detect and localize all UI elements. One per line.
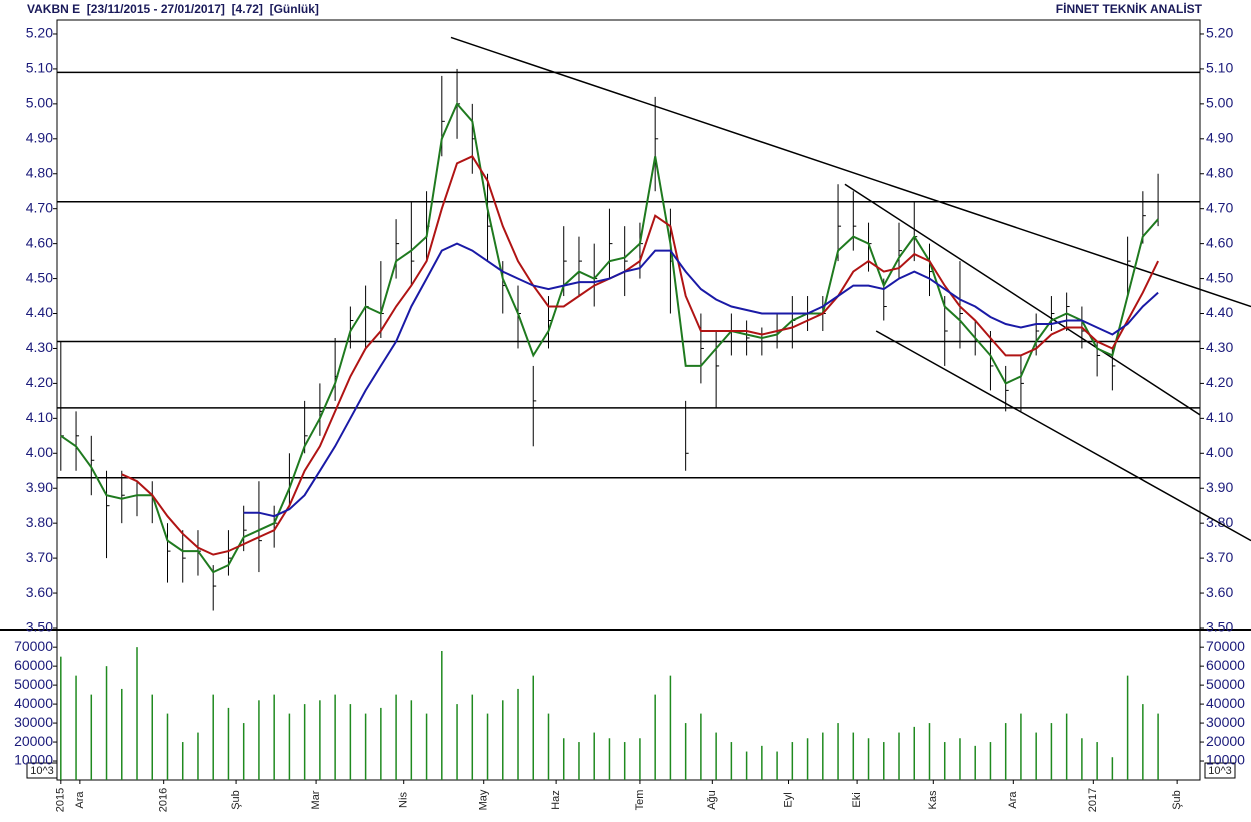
y-tick-label: 30000 [14, 714, 53, 730]
x-tick-label: 2015 [55, 788, 67, 812]
unit-label: 10^3 [1208, 765, 1232, 777]
x-tick-label: May [478, 789, 490, 810]
y-tick-label: 30000 [1206, 714, 1245, 730]
y-tick-label: 4.70 [1206, 199, 1233, 215]
y-tick-label: 4.20 [1206, 374, 1233, 390]
x-tick-label: Mar [310, 790, 322, 809]
y-tick-label: 40000 [14, 695, 53, 711]
y-tick-label: 4.80 [26, 164, 53, 180]
y-tick-label: 3.80 [1206, 514, 1233, 530]
y-tick-label: 3.70 [1206, 549, 1233, 565]
x-tick-label: Şub [230, 790, 242, 810]
y-tick-label: 10000 [14, 752, 53, 768]
y-tick-label: 5.00 [26, 95, 53, 111]
y-tick-label: 3.60 [26, 584, 53, 600]
y-tick-label: 3.50 [1206, 619, 1233, 635]
y-tick-label: 50000 [14, 676, 53, 692]
y-tick-label: 4.60 [26, 234, 53, 250]
y-tick-label: 4.90 [1206, 130, 1233, 146]
moving-average [60, 102, 1159, 574]
y-tick-label: 5.00 [1206, 95, 1233, 111]
y-tick-label: 4.80 [1206, 164, 1233, 180]
y-tick-label: 5.10 [26, 60, 53, 76]
y-tick-label: 70000 [14, 638, 53, 654]
y-tick-label: 5.20 [1206, 25, 1233, 41]
y-tick-label: 3.80 [26, 514, 53, 530]
x-tick-label: Nis [398, 792, 410, 808]
y-tick-label: 4.10 [1206, 409, 1233, 425]
y-tick-label: 4.40 [26, 304, 53, 320]
y-tick-label: 60000 [14, 657, 53, 673]
y-tick-label: 4.20 [26, 374, 53, 390]
y-tick-label: 4.00 [1206, 444, 1233, 460]
y-tick-label: 4.00 [26, 444, 53, 460]
unit-box [1204, 762, 1236, 779]
x-tick-label: 2016 [158, 788, 170, 812]
unit-box [26, 762, 58, 779]
y-tick-label: 70000 [1206, 638, 1245, 654]
x-tick-label: Eki [851, 792, 863, 807]
y-tick-label: 4.40 [1206, 304, 1233, 320]
x-tick-label: Kas [927, 790, 939, 809]
unit-label: 10^3 [30, 765, 54, 777]
x-tick-label: 2017 [1087, 788, 1099, 812]
y-tick-label: 3.70 [26, 549, 53, 565]
x-tick-label: Eyl [782, 792, 794, 807]
y-tick-label: 4.70 [26, 199, 53, 215]
y-tick-label: 40000 [1206, 695, 1245, 711]
y-tick-label: 4.90 [26, 130, 53, 146]
y-tick-label: 4.10 [26, 409, 53, 425]
x-tick-label: Şub [1171, 790, 1183, 810]
y-tick-label: 4.60 [1206, 234, 1233, 250]
plot-frame [56, 19, 1201, 781]
trend-line [450, 36, 1251, 308]
chart-title: VAKBN E [23/11/2015 - 27/01/2017] [4.72]… [27, 2, 319, 16]
moving-average [121, 155, 1159, 556]
y-tick-label: 50000 [1206, 676, 1245, 692]
x-tick-label: Haz [550, 790, 562, 810]
y-tick-label: 4.50 [26, 269, 53, 285]
x-tick-label: Ara [74, 791, 86, 809]
x-tick-label: Tem [634, 790, 646, 811]
moving-average [243, 242, 1159, 518]
y-tick-label: 3.90 [26, 479, 53, 495]
y-tick-label: 4.30 [1206, 339, 1233, 355]
x-tick-label: Ara [1007, 791, 1019, 809]
y-tick-label: 3.60 [1206, 584, 1233, 600]
y-tick-label: 10000 [1206, 752, 1245, 768]
trend-line [844, 183, 1201, 416]
y-tick-label: 5.20 [26, 25, 53, 41]
y-tick-label: 20000 [1206, 733, 1245, 749]
y-tick-label: 60000 [1206, 657, 1245, 673]
y-tick-label: 3.50 [26, 619, 53, 635]
y-tick-label: 20000 [14, 733, 53, 749]
source-label: FİNNET TEKNİK ANALİST [1056, 1, 1203, 16]
y-tick-label: 4.30 [26, 339, 53, 355]
y-tick-label: 4.50 [1206, 269, 1233, 285]
x-tick-label: Ağu [706, 790, 718, 810]
y-tick-label: 5.10 [1206, 60, 1233, 76]
trend-line [875, 330, 1251, 542]
y-tick-label: 3.90 [1206, 479, 1233, 495]
